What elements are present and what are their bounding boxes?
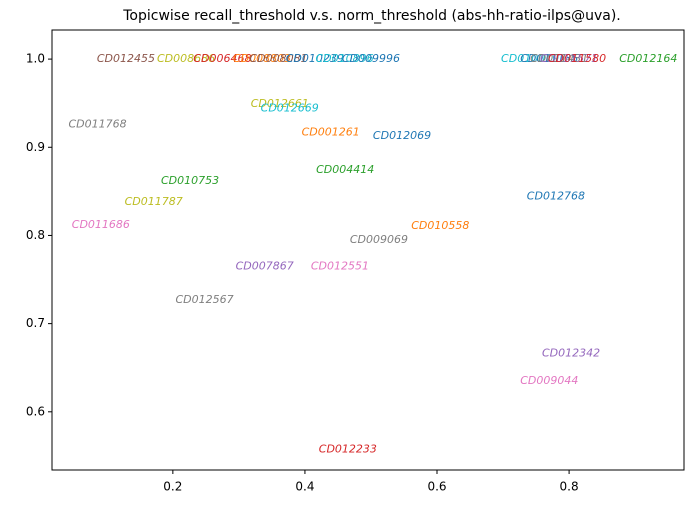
point-label: CD009069 xyxy=(350,233,408,246)
plot-frame xyxy=(51,29,685,471)
point-label: CD010239 xyxy=(286,52,344,65)
y-tick-label: 0.9 xyxy=(26,140,45,154)
y-tick-label: 1.0 xyxy=(26,52,45,66)
point-label: CD010896 xyxy=(315,52,373,65)
point-label: CD010019 xyxy=(501,52,559,65)
point-label: CD009996 xyxy=(342,52,400,65)
x-tick-label: 0.8 xyxy=(560,480,579,494)
point-label: CD012768 xyxy=(527,190,585,203)
point-label: CD009044 xyxy=(520,374,578,387)
point-label: CD010558 xyxy=(411,219,469,232)
point-label: CD012342 xyxy=(542,347,600,360)
point-label: CD012551 xyxy=(311,259,369,272)
point-label: CD012069 xyxy=(373,129,431,142)
point-label: CD011787 xyxy=(125,195,183,208)
point-label: CD007867 xyxy=(236,259,294,272)
y-tick-label: 0.8 xyxy=(26,228,45,242)
point-label: CD012669 xyxy=(261,101,319,114)
point-label: CD012233 xyxy=(319,443,377,456)
point-label: CD010753 xyxy=(161,174,219,187)
point-label: CD012567 xyxy=(175,293,233,306)
point-label: CD004414 xyxy=(316,163,374,176)
point-label: CD012661 xyxy=(251,97,309,110)
point-label: CD011431 xyxy=(530,52,588,65)
point-label: CD012164 xyxy=(619,52,677,65)
point-label: CD011571 xyxy=(540,52,598,65)
point-label: CD011686 xyxy=(72,218,130,231)
point-label: CD012455 xyxy=(97,52,155,65)
point-label: CD008686 xyxy=(157,52,215,65)
y-tick-label: 0.6 xyxy=(26,404,45,418)
point-label: CD011768 xyxy=(68,117,126,130)
point-label: CD001261 xyxy=(302,125,360,138)
point-label: CD011135 xyxy=(520,52,578,65)
x-tick-label: 0.6 xyxy=(427,480,446,494)
y-tick-label: 0.7 xyxy=(26,316,45,330)
point-label: CD006468 xyxy=(193,52,251,65)
chart-title: Topicwise recall_threshold v.s. norm_thr… xyxy=(122,8,621,24)
x-tick-label: 0.2 xyxy=(163,480,182,494)
point-label: CD008803 xyxy=(233,52,291,65)
x-tick-label: 0.4 xyxy=(295,480,314,494)
point-label: CD008081 xyxy=(249,52,307,65)
point-label: CD011580 xyxy=(548,52,606,65)
